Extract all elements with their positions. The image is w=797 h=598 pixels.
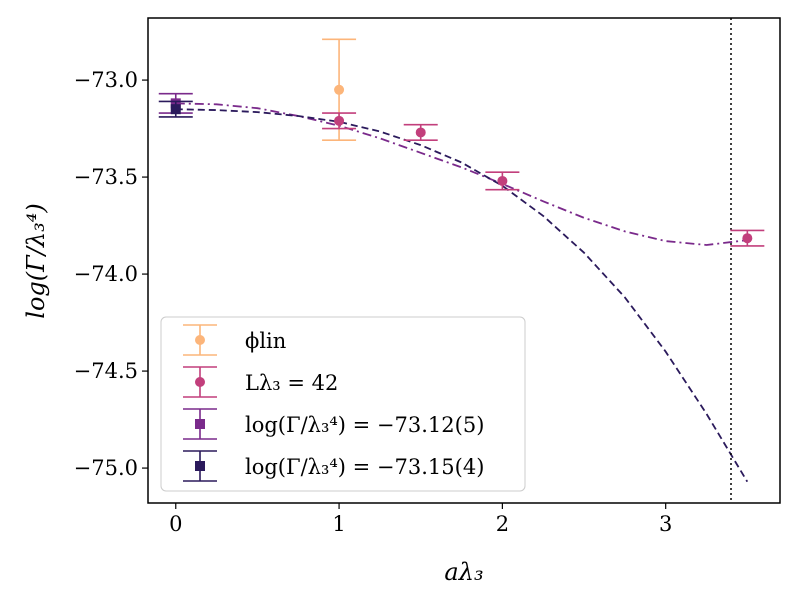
y-tick-label: −74.0 bbox=[74, 262, 138, 286]
legend-entry: log(Γ/λ₃⁴) = −73.12(5) bbox=[183, 408, 484, 440]
legend-swatch bbox=[183, 366, 217, 398]
legend-swatch bbox=[183, 408, 217, 440]
legend-entry: ϕlin bbox=[183, 324, 286, 356]
legend-entry: log(Γ/λ₃⁴) = −73.15(4) bbox=[183, 450, 484, 482]
legend-label: log(Γ/λ₃⁴) = −73.15(4) bbox=[245, 455, 484, 479]
legend-label: Lλ₃ = 42 bbox=[245, 371, 338, 395]
fit-dashdot-curve bbox=[175, 102, 748, 246]
data-point-marker bbox=[742, 233, 753, 244]
data-point bbox=[403, 123, 438, 142]
plot-area bbox=[158, 18, 765, 503]
data-point bbox=[158, 100, 193, 118]
data-point bbox=[322, 112, 357, 130]
data-point-marker bbox=[195, 419, 205, 429]
y-tick-label: −74.5 bbox=[74, 359, 138, 383]
data-point-marker bbox=[195, 335, 205, 345]
x-tick-label: 2 bbox=[496, 512, 509, 536]
data-point-marker bbox=[497, 175, 508, 186]
y-tick-label: −75.0 bbox=[74, 456, 138, 480]
legend: ϕlin Lλ₃ = 42 log(Γ/λ₃⁴) = −73.12(5) log… bbox=[160, 316, 526, 492]
data-point-marker bbox=[195, 377, 205, 387]
x-tick-label: 0 bbox=[169, 512, 182, 536]
y-axis-label: log(Γ/λ₃⁴) bbox=[22, 203, 50, 318]
x-tick-label: 1 bbox=[332, 512, 345, 536]
legend-swatch bbox=[183, 450, 217, 482]
fit-dashed-curve bbox=[175, 108, 749, 483]
y-axis-ticks: −73.0 −73.5 −74.0 −74.5 −75.0 bbox=[74, 68, 148, 480]
y-tick-label: −73.0 bbox=[74, 68, 138, 92]
x-axis-label: aλ₃ bbox=[444, 558, 483, 586]
data-point-marker bbox=[195, 461, 205, 471]
fit-curves bbox=[175, 102, 749, 483]
y-tick-label: −73.5 bbox=[74, 165, 138, 189]
plot-frame bbox=[147, 17, 781, 504]
x-axis-ticks: 0 1 2 3 bbox=[169, 503, 672, 536]
legend-label: ϕlin bbox=[245, 329, 286, 353]
data-point-marker bbox=[415, 127, 426, 138]
legend-entry: Lλ₃ = 42 bbox=[183, 366, 338, 398]
legend-swatch bbox=[183, 324, 217, 356]
legend-label: log(Γ/λ₃⁴) = −73.12(5) bbox=[245, 413, 484, 437]
legend-box bbox=[160, 316, 526, 492]
data-point-marker bbox=[170, 104, 181, 115]
data-point bbox=[730, 229, 765, 247]
data-point bbox=[485, 171, 520, 191]
data-points bbox=[158, 38, 765, 247]
data-point-marker bbox=[334, 115, 345, 126]
x-tick-label: 3 bbox=[659, 512, 672, 536]
data-point-marker bbox=[334, 84, 345, 95]
